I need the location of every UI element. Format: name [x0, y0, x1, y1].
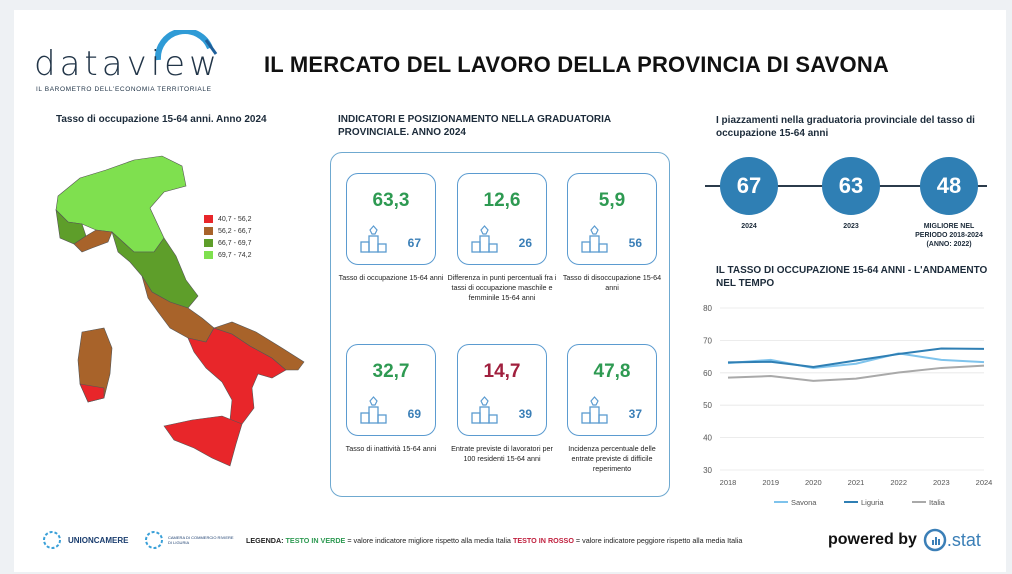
- indicator-value: 14,7: [483, 361, 521, 382]
- indicator-card: 12,6 26: [457, 173, 547, 265]
- series-line-italia: [727, 364, 985, 382]
- legend-label: Liguria: [861, 498, 884, 507]
- map-legend: 40,7 - 56,2 56,2 - 66,7 66,7 - 69,7 69,7…: [204, 213, 251, 261]
- indicator-label: Tasso di inattività 15-64 anni: [345, 444, 437, 453]
- camera-text: CAMERA DI COMMERCIO RIVIERE DI LIGURIA: [168, 535, 234, 545]
- legend-end: = valore indicatore peggiore rispetto al…: [575, 536, 743, 545]
- logo-text: dataview: [34, 44, 221, 84]
- powered-text: powered by: [828, 531, 917, 548]
- logo-subtitle: IL BAROMETRO DELL'ECONOMIA TERRITORIALE: [36, 86, 212, 93]
- indicator-rank: 69: [407, 407, 421, 421]
- indicator-value: 47,8: [593, 361, 631, 382]
- indicator-label: Tasso di disoccupazione 15-64 anni: [562, 273, 662, 292]
- unioncamere-logo: UNIONCAMERE: [42, 530, 128, 550]
- unioncamere-icon: [43, 531, 61, 549]
- indicator-value: 5,9: [598, 190, 626, 211]
- powered-by: powered by .stat: [828, 528, 981, 552]
- x-tick-label: 2023: [933, 478, 950, 487]
- legend-red: TESTO IN ROSSO: [512, 536, 574, 545]
- series-line-liguria: [727, 347, 985, 368]
- istat-logo: .stat: [923, 528, 981, 552]
- x-tick-label: 2019: [762, 478, 779, 487]
- legend-item: 56,2 - 66,7: [204, 225, 251, 237]
- x-tick-label: 2018: [720, 478, 737, 487]
- podium-icon: [471, 396, 498, 424]
- istat-icon: [923, 528, 947, 552]
- map-sicily: [163, 415, 243, 467]
- indicator-label: Entrate previste di lavoratori per 100 r…: [451, 444, 553, 463]
- map-centre: [111, 231, 199, 309]
- legend-item: 69,7 - 74,2: [204, 249, 251, 261]
- indicator-rank: 26: [518, 236, 532, 250]
- rank-label-2023: 2023: [843, 223, 859, 230]
- y-tick-label: 50: [703, 401, 712, 410]
- map-sardinia-south: [79, 383, 105, 403]
- indicator-card: 32,7 69: [346, 344, 436, 436]
- x-tick-label: 2020: [805, 478, 822, 487]
- ranking-title: I piazzamenti nella graduatoria provinci…: [716, 115, 975, 139]
- indicator-rank: 37: [628, 407, 642, 421]
- podium-icon: [581, 396, 608, 424]
- legend-mid: = valore indicatore migliore rispetto al…: [347, 536, 511, 545]
- series-line-savona: [727, 352, 985, 369]
- y-tick-label: 60: [703, 369, 712, 378]
- italy-map: [55, 155, 305, 467]
- rank-circle-best: 48: [920, 157, 978, 215]
- indicator-label: Differenza in punti percentuali fra i ta…: [447, 273, 557, 302]
- rank-circle-2024: 67: [720, 157, 778, 215]
- podium-icon: [360, 225, 387, 253]
- y-tick-label: 30: [703, 466, 712, 475]
- podium-icon: [360, 396, 387, 424]
- legend-label: Savona: [791, 498, 817, 507]
- indicators-panel: [330, 152, 670, 497]
- x-tick-label: 2022: [890, 478, 907, 487]
- camera-logo: CAMERA DI COMMERCIO RIVIERE DI LIGURIA: [144, 530, 238, 550]
- unioncamere-text: UNIONCAMERE: [68, 535, 129, 545]
- rank-label-best: MIGLIORE NEL PERIODO 2018-2024 (ANNO: 20…: [915, 223, 983, 248]
- legend-prefix: LEGENDA:: [246, 536, 284, 545]
- legend-label: Italia: [929, 498, 946, 507]
- y-tick-label: 70: [703, 336, 712, 345]
- indicator-rank: 39: [518, 407, 532, 421]
- footer-legend: LEGENDA: TESTO IN VERDE = valore indicat…: [246, 536, 742, 545]
- indicator-card: 63,3 67: [346, 173, 436, 265]
- indicator-value: 63,3: [372, 190, 410, 211]
- indicator-card: 47,8 37: [567, 344, 657, 436]
- indicator-value: 32,7: [372, 361, 410, 382]
- map-puglia: [213, 321, 305, 371]
- y-tick-label: 80: [703, 304, 712, 313]
- x-tick-label: 2021: [848, 478, 865, 487]
- indicator-card: 14,7 39: [457, 344, 547, 436]
- trend-title: IL TASSO DI OCCUPAZIONE 15-64 ANNI - L'A…: [716, 265, 988, 289]
- page-title: IL MERCATO DEL LAVORO DELLA PROVINCIA DI…: [264, 52, 890, 77]
- trend-line-chart: 30 40 50 60 70 80 2018 2019 2020 2021 2022 2023 2024…: [703, 304, 993, 507]
- y-tick-label: 40: [703, 434, 712, 443]
- indicator-label: Tasso di occupazione 15-64 anni: [338, 273, 444, 282]
- istat-text: .stat: [946, 529, 981, 550]
- map-liguria: [73, 229, 113, 253]
- camera-icon: [145, 531, 163, 549]
- indicator-card: 5,9 56: [567, 173, 657, 265]
- legend-item: 40,7 - 56,2: [204, 213, 251, 225]
- indicators-title: INDICATORI E POSIZIONAMENTO NELLA GRADUA…: [338, 114, 611, 138]
- legend-green: TESTO IN VERDE: [285, 536, 346, 545]
- map-title: Tasso di occupazione 15-64 anni. Anno 20…: [56, 114, 267, 125]
- indicator-value: 12,6: [483, 190, 521, 211]
- legend-item: 66,7 - 69,7: [204, 237, 251, 249]
- rank-label-2024: 2024: [741, 223, 757, 230]
- dataview-logo: dataview IL BAROMETRO DELL'ECONOMIA TERR…: [34, 30, 244, 98]
- rank-circle-2023: 63: [822, 157, 880, 215]
- podium-icon: [581, 225, 608, 253]
- indicator-rank: 67: [407, 236, 421, 250]
- indicator-label: Incidenza percentuale delle entrate prev…: [568, 444, 656, 473]
- logo-arc-icon: [154, 30, 218, 61]
- podium-icon: [471, 225, 498, 253]
- indicator-rank: 56: [628, 236, 642, 250]
- x-tick-label: 2024: [976, 478, 993, 487]
